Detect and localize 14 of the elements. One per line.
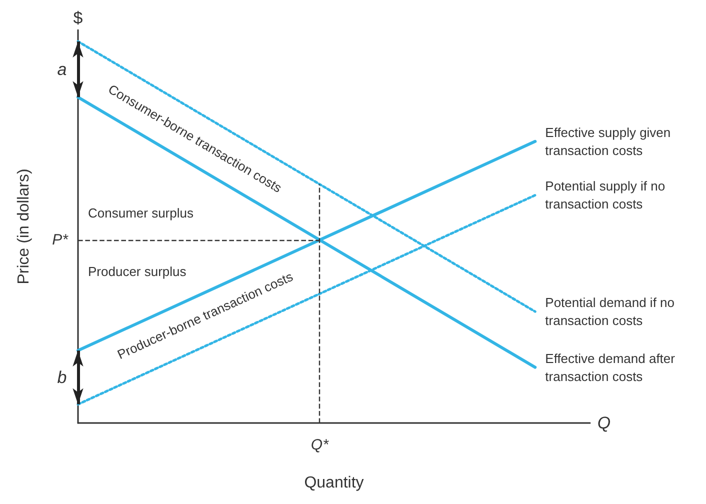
x-axis-title: Quantity bbox=[304, 474, 364, 492]
series-label: Effective demand after transaction costs bbox=[545, 350, 679, 384]
annotation: a bbox=[57, 60, 67, 79]
series-label: Potential demand if no transaction costs bbox=[545, 295, 678, 328]
ref-line-label: P* bbox=[52, 232, 70, 249]
series-label: Potential supply if no transaction costs bbox=[545, 178, 669, 212]
annotation: b bbox=[57, 368, 67, 387]
y-axis-title: Price (in dollars) bbox=[16, 168, 32, 284]
annotation: Q bbox=[597, 414, 611, 432]
series-label: Effective supply given transaction costs bbox=[545, 124, 674, 158]
text: Q* bbox=[310, 436, 330, 454]
annotation: Producer surplus bbox=[88, 264, 187, 280]
annotation: Consumer surplus bbox=[88, 205, 194, 220]
text: $ bbox=[73, 8, 84, 28]
